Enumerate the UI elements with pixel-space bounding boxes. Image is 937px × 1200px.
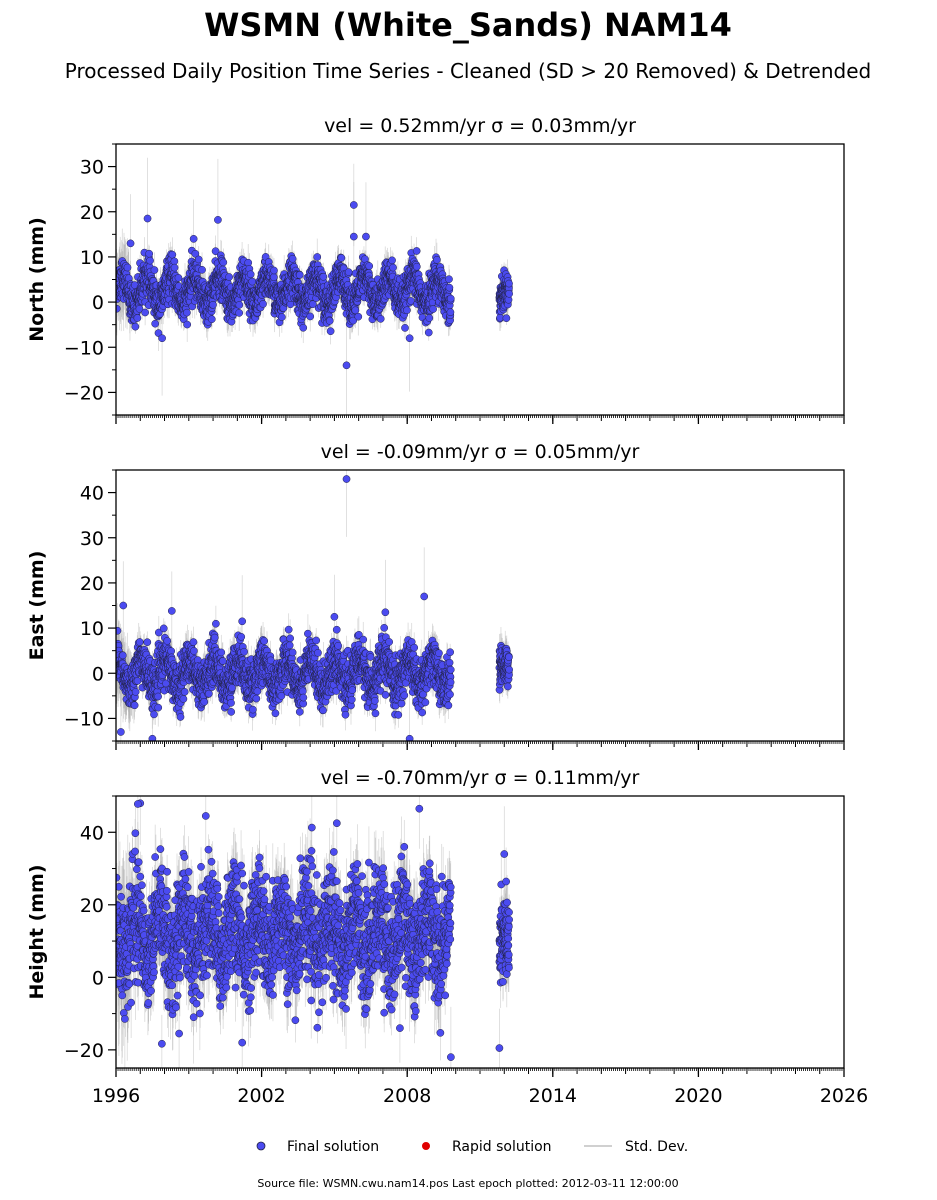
data-point — [425, 314, 434, 322]
data-point — [388, 256, 396, 265]
data-point — [295, 271, 304, 279]
data-point — [235, 301, 244, 309]
data-point — [424, 328, 433, 337]
data-point — [406, 297, 415, 305]
data-point — [146, 256, 154, 265]
data-point — [349, 316, 358, 325]
data-point — [412, 262, 421, 271]
data-point — [219, 258, 228, 267]
y-tick-label: −10 — [64, 337, 104, 359]
data-point — [306, 312, 315, 321]
data-point — [131, 322, 140, 331]
data-point — [269, 273, 278, 282]
data-point — [299, 323, 308, 332]
data-point — [133, 314, 142, 322]
y-tick-label: −20 — [64, 382, 104, 404]
data-point — [446, 308, 455, 317]
data-point — [235, 309, 244, 317]
data-point — [209, 300, 217, 309]
data-point — [277, 313, 286, 321]
chart-subtitle: Processed Daily Position Time Series - C… — [65, 59, 871, 83]
y-tick-label: 20 — [80, 202, 104, 224]
data-point — [412, 247, 421, 255]
data-point — [151, 319, 160, 328]
y-tick-label: 0 — [92, 292, 104, 314]
data-point — [248, 277, 257, 286]
data-point — [246, 270, 255, 279]
data-point — [344, 268, 353, 276]
data-point — [143, 214, 152, 223]
final-points-north — [116, 201, 513, 370]
data-point — [116, 304, 121, 313]
data-point — [342, 361, 351, 370]
data-point — [170, 263, 179, 272]
data-point — [319, 272, 328, 281]
y-tick-label: 30 — [80, 157, 104, 179]
data-point — [401, 324, 409, 332]
data-point — [211, 247, 220, 256]
data-point — [183, 320, 192, 329]
data-point — [313, 253, 322, 261]
data-point — [349, 232, 358, 241]
data-point — [207, 315, 216, 324]
data-point — [362, 232, 370, 241]
data-point — [126, 239, 135, 248]
panel-title-north: vel = 0.52mm/yr σ = 0.03mm/yr — [324, 115, 636, 137]
data-point — [376, 314, 385, 323]
data-point — [198, 265, 206, 274]
data-point — [168, 250, 177, 259]
data-point — [259, 300, 267, 308]
data-point — [135, 305, 144, 313]
data-point — [446, 294, 455, 303]
chart-title: WSMN (White_Sands) NAM14 — [204, 6, 732, 44]
data-point — [405, 334, 414, 343]
data-point — [288, 254, 297, 263]
data-point — [141, 308, 149, 317]
data-point — [214, 216, 222, 224]
data-point — [337, 254, 346, 262]
data-point — [354, 312, 363, 321]
data-point — [183, 308, 191, 317]
data-point — [150, 266, 159, 274]
data-point — [191, 249, 200, 258]
data-point — [189, 235, 198, 243]
data-point — [349, 201, 358, 209]
data-point — [445, 283, 454, 292]
y-tick-label: 10 — [80, 247, 104, 269]
data-point — [309, 300, 317, 309]
data-point — [365, 262, 374, 270]
data-point — [158, 334, 166, 343]
data-point — [433, 255, 441, 264]
y-axis-label-north: North (mm) — [26, 217, 48, 342]
data-point — [123, 263, 132, 272]
data-point — [270, 266, 278, 275]
data-point — [225, 273, 233, 281]
data-point — [505, 279, 513, 288]
data-point — [505, 289, 513, 298]
data-point — [174, 274, 183, 282]
data-point — [403, 306, 411, 315]
data-point — [389, 263, 397, 272]
data-point — [194, 255, 203, 264]
data-point — [445, 275, 453, 284]
data-point — [326, 327, 335, 336]
data-point — [502, 314, 511, 323]
data-point — [145, 249, 154, 258]
data-point — [351, 306, 360, 315]
data-point — [429, 305, 437, 313]
data-point — [325, 317, 334, 325]
